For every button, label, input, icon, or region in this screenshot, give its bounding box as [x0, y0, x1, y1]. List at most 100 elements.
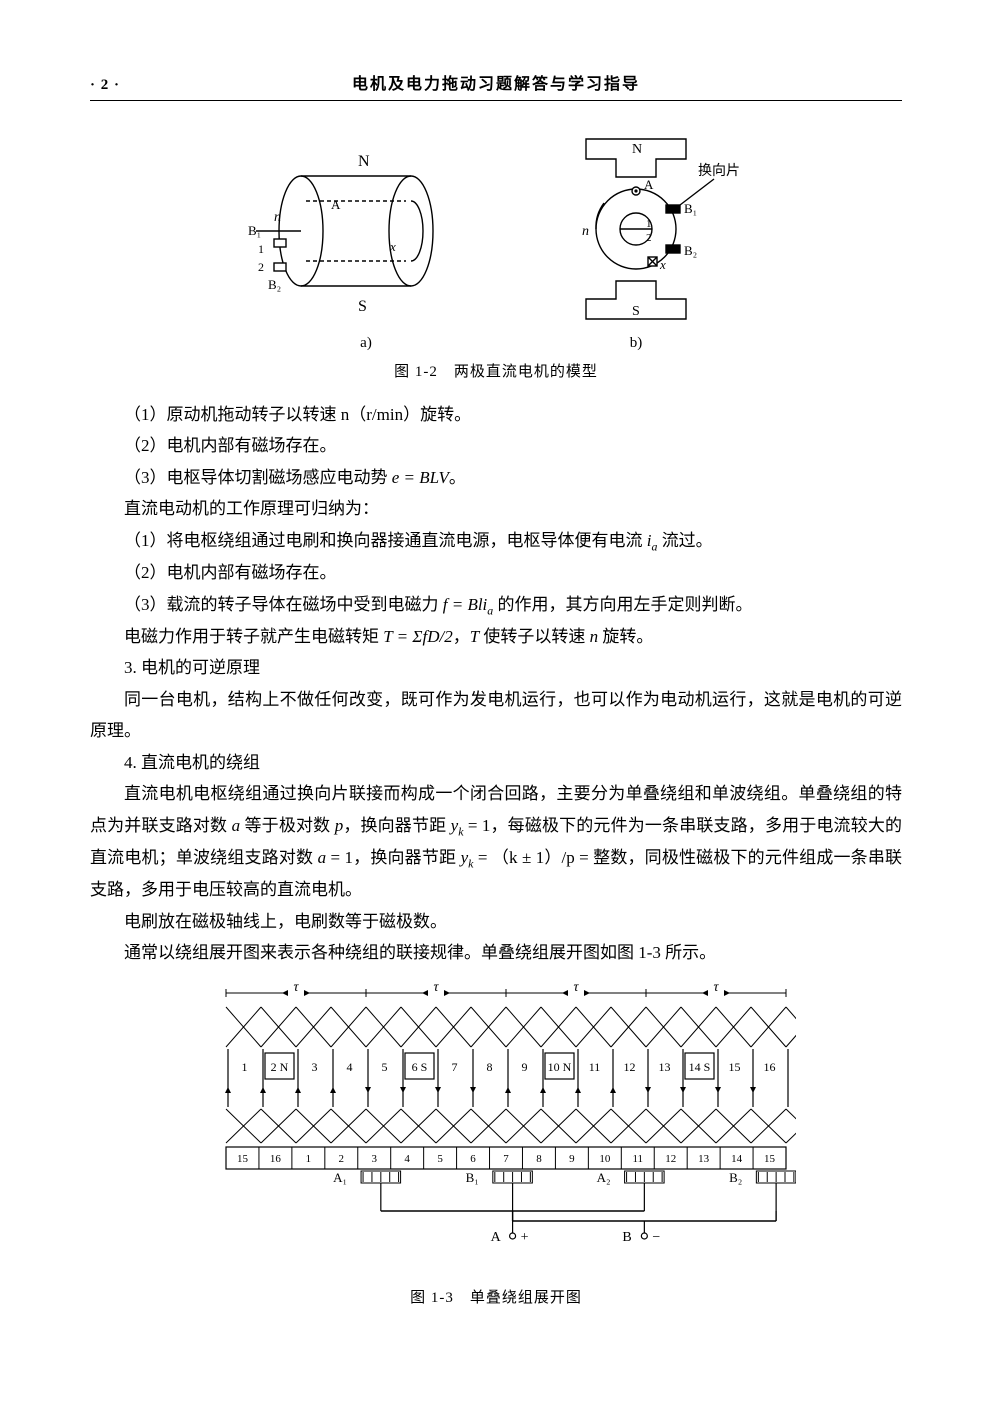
label-S: S — [358, 298, 367, 315]
svg-text:1: 1 — [306, 1153, 312, 1165]
svg-text:B₁: B₁ — [466, 1170, 479, 1185]
svg-text:τ: τ — [713, 980, 719, 995]
page-header: · 2 · 电机及电力拖动习题解答与学习指导 — [90, 70, 902, 101]
motor-model-cross-svg: n A x B₁ B₂ 1 2 — [526, 131, 746, 331]
svg-text:14 S: 14 S — [689, 1060, 711, 1074]
svg-text:A₁: A₁ — [333, 1170, 347, 1185]
svg-text:10: 10 — [599, 1153, 611, 1165]
label-2-b: 2 — [646, 232, 652, 244]
svg-text:A₂: A₂ — [597, 1170, 611, 1185]
para-7-eq: f = Bli — [443, 595, 488, 614]
figure-1-2-a-label: a) — [246, 335, 486, 352]
para-8: 电磁力作用于转子就产生电磁转矩 T = ΣfD/2，T 使转子以转速 n 旋转。 — [90, 621, 902, 652]
label-B1: B₁ — [248, 223, 261, 238]
figure-1-2-b-label: b) — [526, 335, 746, 352]
para-5-a: （1）将电枢绕组通过电刷和换向器接通直流电源，电枢导体便有电流 — [124, 531, 647, 550]
para-7-c: 的作用，其方向用左手定则判断。 — [493, 595, 752, 614]
book-title: 电机及电力拖动习题解答与学习指导 — [150, 70, 842, 94]
svg-text:3: 3 — [371, 1153, 377, 1165]
svg-text:15: 15 — [729, 1060, 741, 1074]
svg-text:6 S: 6 S — [412, 1060, 428, 1074]
para-8-e: 使转子以转速 — [479, 627, 590, 646]
svg-text:12: 12 — [624, 1060, 636, 1074]
svg-text:9: 9 — [569, 1153, 575, 1165]
para-7-a: （3）载流的转子导体在磁场中受到电磁力 — [124, 595, 443, 614]
heading-4: 4. 直流电机的绕组 — [90, 747, 902, 778]
figure-1-3-caption: 图 1-3 单叠绕组展开图 — [90, 1286, 902, 1307]
svg-text:2 N: 2 N — [271, 1060, 289, 1074]
body-text: （1）原动机拖动转子以转速 n（r/min）旋转。 （2）电机内部有磁场存在。 … — [90, 399, 902, 969]
label-B2: B₂ — [268, 277, 281, 292]
figure-1-2-a: n N S A B₁ B₂ 1 2 x — [246, 131, 486, 352]
label-A: A — [331, 197, 341, 212]
para-10-e: ，换向器节距 — [343, 816, 450, 835]
label-S-b: S — [632, 304, 640, 319]
label-A-b: A — [644, 177, 654, 192]
figure-1-2-b: n A x B₁ B₂ 1 2 — [526, 131, 746, 352]
svg-text:5: 5 — [437, 1153, 443, 1165]
svg-text:3: 3 — [312, 1060, 318, 1074]
para-12: 通常以绕组展开图来表示各种绕组的联接规律。单叠绕组展开图如图 1-3 所示。 — [90, 937, 902, 968]
svg-text:2: 2 — [339, 1153, 345, 1165]
label-x: x — [389, 239, 396, 254]
motor-model-oblique-svg: n N S A B₁ B₂ 1 2 x — [246, 131, 486, 331]
para-5: （1）将电枢绕组通过电刷和换向器接通直流电源，电枢导体便有电流 ia 流过。 — [90, 525, 902, 557]
para-10-k: = — [473, 848, 491, 867]
label-1-b: 1 — [646, 218, 652, 230]
para-8-c: ， — [453, 627, 470, 646]
svg-text:−: − — [652, 1230, 660, 1245]
para-10-a2: a — [318, 848, 327, 867]
para-10-l: （k ± 1）/p — [492, 848, 575, 867]
winding-diagram-svg: ττττ12 N3456 S78910 N11121314 S151615161… — [196, 979, 796, 1279]
para-3-a: （3）电枢导体切割磁场感应电动势 — [124, 468, 392, 487]
svg-text:13: 13 — [659, 1060, 671, 1074]
label-n: n — [274, 210, 281, 225]
svg-text:13: 13 — [698, 1153, 710, 1165]
para-8-eq: T = ΣfD/2 — [383, 627, 452, 646]
para-3-eq: e = BLV — [392, 468, 449, 487]
para-8-a: 电磁力作用于转子就产生电磁转矩 — [124, 627, 383, 646]
para-6: （2）电机内部有磁场存在。 — [90, 557, 902, 588]
svg-text:10 N: 10 N — [548, 1060, 572, 1074]
para-10: 直流电机电枢绕组通过换向片联接而构成一个闭合回路，主要分为单叠绕组和单波绕组。单… — [90, 778, 902, 906]
para-4: 直流电动机的工作原理可归纳为： — [90, 493, 902, 524]
svg-text:7: 7 — [452, 1060, 458, 1074]
svg-text:B: B — [622, 1230, 631, 1245]
para-8-n: n — [590, 627, 599, 646]
figure-1-2-caption: 图 1-2 两极直流电机的模型 — [90, 360, 902, 381]
label-commutator: 换向片 — [698, 162, 740, 179]
svg-text:τ: τ — [573, 980, 579, 995]
textbook-page: · 2 · 电机及电力拖动习题解答与学习指导 n N S — [0, 0, 992, 1403]
label-B1-b: B₁ — [684, 201, 697, 216]
label-N: N — [358, 153, 370, 170]
svg-text:7: 7 — [503, 1153, 509, 1165]
svg-text:8: 8 — [536, 1153, 542, 1165]
svg-text:6: 6 — [470, 1153, 476, 1165]
svg-text:11: 11 — [632, 1153, 643, 1165]
svg-text:14: 14 — [731, 1153, 743, 1165]
para-8-g: 旋转。 — [598, 627, 653, 646]
para-7: （3）载流的转子导体在磁场中受到电磁力 f = Blia 的作用，其方向用左手定… — [90, 589, 902, 621]
svg-text:16: 16 — [764, 1060, 776, 1074]
label-2: 2 — [258, 260, 264, 274]
label-B2-b: B₂ — [684, 243, 697, 258]
svg-text:15: 15 — [764, 1153, 776, 1165]
svg-text:τ: τ — [433, 980, 439, 995]
heading-3: 3. 电机的可逆原理 — [90, 652, 902, 683]
para-10-a-var: a — [232, 816, 241, 835]
svg-text:8: 8 — [487, 1060, 493, 1074]
label-N-b: N — [632, 142, 642, 157]
figure-1-3: ττττ12 N3456 S78910 N11121314 S151615161… — [90, 979, 902, 1307]
para-11: 电刷放在磁极轴线上，电刷数等于磁极数。 — [90, 906, 902, 937]
svg-text:+: + — [521, 1230, 529, 1245]
para-10-p-var: p — [335, 816, 344, 835]
para-1: （1）原动机拖动转子以转速 n（r/min）旋转。 — [90, 399, 902, 430]
para-2: （2）电机内部有磁场存在。 — [90, 430, 902, 461]
label-n-b: n — [582, 224, 589, 239]
para-10-c: 等于极对数 — [240, 816, 335, 835]
page-number-left: · 2 · — [90, 77, 150, 94]
svg-text:9: 9 — [522, 1060, 528, 1074]
para-8-T: T — [470, 627, 479, 646]
para-9: 同一台电机，结构上不做任何改变，既可作为发电机运行，也可以作为电动机运行，这就是… — [90, 684, 902, 747]
svg-text:15: 15 — [237, 1153, 249, 1165]
